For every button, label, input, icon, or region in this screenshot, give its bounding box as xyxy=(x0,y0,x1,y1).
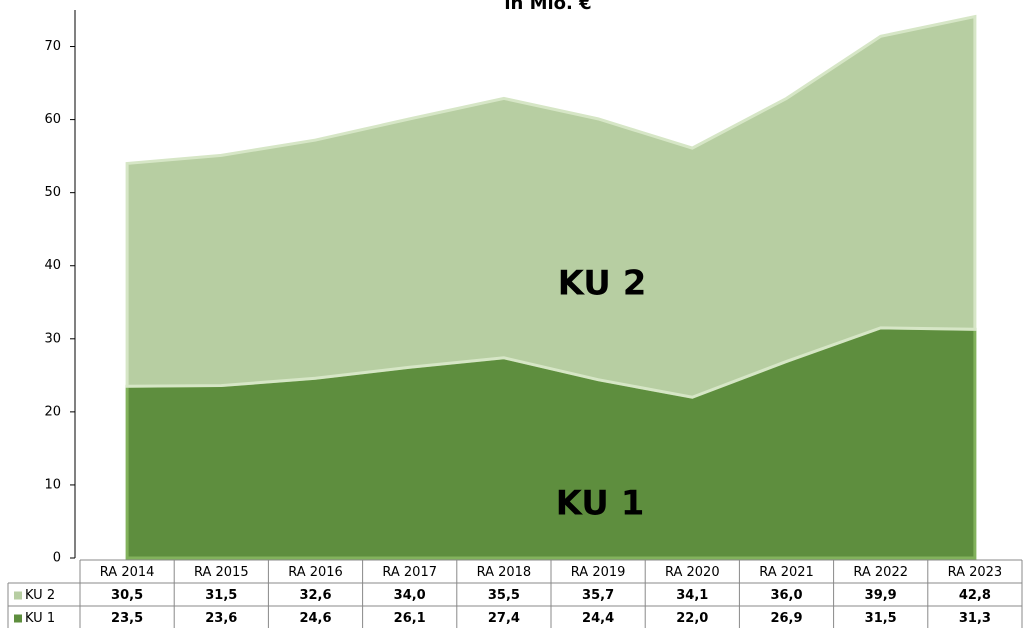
y-tick-label: 20 xyxy=(44,404,61,419)
data-label: 27,4 xyxy=(488,611,520,626)
x-tick-label: RA 2022 xyxy=(853,565,908,580)
chart-title: in Mio. € xyxy=(504,0,591,14)
data-label: 34,1 xyxy=(676,588,708,603)
x-tick-label: RA 2018 xyxy=(477,565,532,580)
data-label: 32,6 xyxy=(299,588,331,603)
y-tick-label: 0 xyxy=(53,551,61,566)
y-tick-label: 40 xyxy=(44,258,61,273)
y-tick-label: 10 xyxy=(44,477,61,492)
data-label: 26,1 xyxy=(394,611,426,626)
data-label: 22,0 xyxy=(676,611,708,626)
legend-swatch xyxy=(14,591,22,600)
data-label: 39,9 xyxy=(865,588,897,603)
x-tick-label: RA 2023 xyxy=(948,565,1003,580)
x-tick-label: RA 2014 xyxy=(100,565,155,580)
legend-swatch xyxy=(14,614,22,623)
legend-label: KU 1 xyxy=(25,611,55,626)
data-label: 35,5 xyxy=(488,588,520,603)
x-tick-label: RA 2019 xyxy=(571,565,626,580)
x-tick-label: RA 2021 xyxy=(759,565,814,580)
data-label: 34,0 xyxy=(394,588,426,603)
x-tick-label: RA 2017 xyxy=(382,565,437,580)
data-label: 35,7 xyxy=(582,588,614,603)
area xyxy=(125,14,977,399)
data-label: 24,4 xyxy=(582,611,614,626)
y-tick-label: 70 xyxy=(44,39,61,54)
y-tick-label: 30 xyxy=(44,331,61,346)
y-tick-label: 60 xyxy=(44,112,61,127)
data-label: 42,8 xyxy=(959,588,991,603)
annotation: KU 1 xyxy=(556,484,645,524)
data-label: 36,0 xyxy=(770,588,802,603)
data-label: 23,5 xyxy=(111,611,143,626)
data-label: 26,9 xyxy=(770,611,802,626)
x-tick-label: RA 2015 xyxy=(194,565,249,580)
x-tick-label: RA 2016 xyxy=(288,565,343,580)
data-label: 23,6 xyxy=(205,611,237,626)
x-tick-label: RA 2020 xyxy=(665,565,720,580)
legend-label: KU 2 xyxy=(25,588,55,603)
data-label: 24,6 xyxy=(299,611,331,626)
data-label: 30,5 xyxy=(111,588,143,603)
annotation: KU 2 xyxy=(558,264,647,304)
data-label: 31,5 xyxy=(865,611,897,626)
data-label: 31,5 xyxy=(205,588,237,603)
data-label: 31,3 xyxy=(959,611,991,626)
y-tick-label: 50 xyxy=(44,185,61,200)
